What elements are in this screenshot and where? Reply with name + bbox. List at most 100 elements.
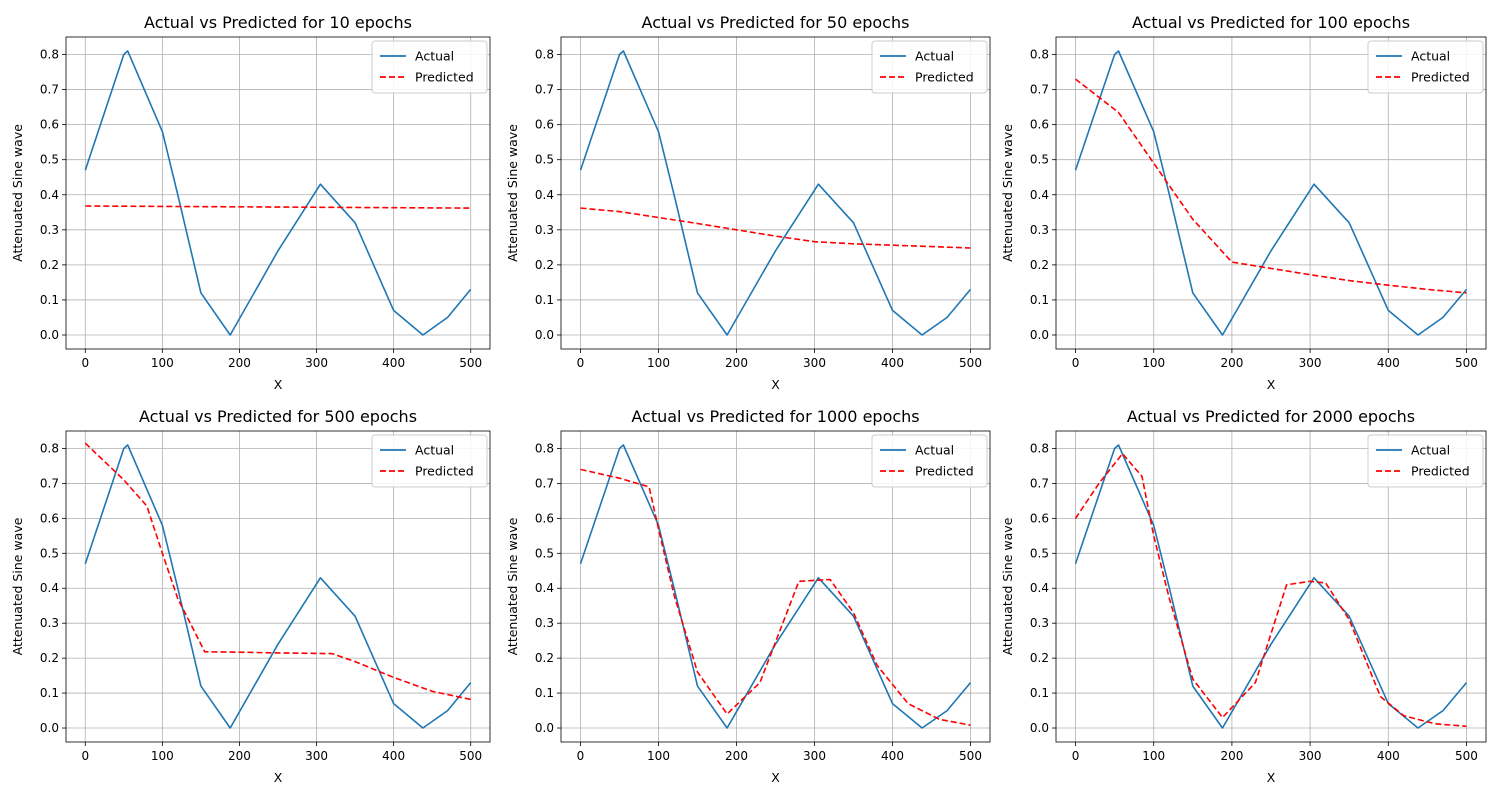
x-tick-label: 100 bbox=[1142, 749, 1165, 763]
legend-label-actual: Actual bbox=[415, 49, 454, 64]
y-tick-label: 0.3 bbox=[535, 616, 554, 630]
y-tick-label: 0.0 bbox=[1030, 328, 1049, 342]
series-line-actual bbox=[84, 444, 472, 729]
y-tick-label: 0.6 bbox=[40, 511, 59, 525]
y-tick-label: 0.8 bbox=[1030, 48, 1049, 62]
y-tick-label: 0.3 bbox=[1030, 223, 1049, 237]
x-tick-label: 400 bbox=[1377, 356, 1400, 370]
y-tick-label: 0.7 bbox=[1030, 476, 1049, 490]
x-tick-label: 0 bbox=[1072, 749, 1080, 763]
y-axis-label: Attenuated Sine wave bbox=[10, 517, 25, 655]
y-axis-label: Attenuated Sine wave bbox=[505, 124, 520, 262]
y-tick-label: 0.3 bbox=[535, 223, 554, 237]
subplot-title: Actual vs Predicted for 1000 epochs bbox=[631, 407, 919, 426]
axes-frame bbox=[65, 430, 491, 743]
x-tick-label: 300 bbox=[1299, 749, 1322, 763]
legend: Actual Predicted bbox=[871, 40, 988, 94]
x-tick-label: 200 bbox=[1220, 749, 1243, 763]
x-tick-label: 300 bbox=[305, 356, 328, 370]
y-tick-label: 0.7 bbox=[535, 476, 554, 490]
subplot-6: 0 100 200 300 400 500 0.0 0.1 0.2 0.3 0.4 0.5 0.6 0.7… bbox=[1000, 407, 1487, 785]
legend-label-predicted: Predicted bbox=[415, 464, 474, 479]
y-tick-label: 0.6 bbox=[535, 511, 554, 525]
y-tick-label: 0.7 bbox=[535, 83, 554, 97]
legend-label-actual: Actual bbox=[1411, 49, 1450, 64]
y-tick-label: 0.1 bbox=[535, 293, 554, 307]
legend-label-predicted: Predicted bbox=[1411, 464, 1470, 479]
subplot-4: 0 100 200 300 400 500 0.0 0.1 0.2 0.3 0.4 0.5 0.6 0.7… bbox=[10, 407, 491, 785]
y-tick-label: 0.6 bbox=[1030, 511, 1049, 525]
y-tick-label: 0.1 bbox=[1030, 686, 1049, 700]
x-axis-label: X bbox=[1267, 377, 1276, 392]
legend-box bbox=[371, 40, 488, 94]
series-line-predicted bbox=[84, 442, 471, 701]
y-tick-label: 0.8 bbox=[40, 441, 59, 455]
x-tick-label: 400 bbox=[881, 749, 904, 763]
subplot-title: Actual vs Predicted for 50 epochs bbox=[642, 13, 910, 32]
x-tick-label: 0 bbox=[81, 356, 89, 370]
axes-frame bbox=[560, 430, 991, 743]
legend-box bbox=[871, 40, 988, 94]
y-tick-label: 0.8 bbox=[535, 441, 554, 455]
legend: Actual Predicted bbox=[871, 434, 988, 488]
series-line-actual bbox=[1074, 444, 1468, 729]
legend-box bbox=[371, 434, 488, 488]
x-tick-label: 0 bbox=[577, 749, 585, 763]
x-tick-label: 200 bbox=[228, 749, 251, 763]
y-tick-label: 0.4 bbox=[1030, 188, 1049, 202]
y-tick-label: 0.7 bbox=[1030, 83, 1049, 97]
legend-label-predicted: Predicted bbox=[415, 70, 474, 85]
y-tick-label: 0.3 bbox=[40, 616, 59, 630]
y-tick-label: 0.4 bbox=[40, 581, 59, 595]
legend: Actual Predicted bbox=[371, 434, 488, 488]
x-axis-label: X bbox=[771, 377, 780, 392]
subplot-5: 0 100 200 300 400 500 0.0 0.1 0.2 0.3 0.4 0.5 0.6 0.7… bbox=[505, 407, 991, 785]
y-axis-label: Attenuated Sine wave bbox=[505, 517, 520, 655]
x-tick-label: 400 bbox=[1377, 749, 1400, 763]
y-tick-label: 0.2 bbox=[40, 651, 59, 665]
series-line-predicted bbox=[580, 468, 971, 726]
y-tick-label: 0.0 bbox=[535, 328, 554, 342]
legend-label-predicted: Predicted bbox=[915, 70, 974, 85]
y-tick-label: 0.1 bbox=[40, 686, 59, 700]
legend: Actual Predicted bbox=[1367, 40, 1484, 94]
axes-frame bbox=[1055, 36, 1487, 350]
x-tick-label: 100 bbox=[151, 356, 174, 370]
subplot-title: Actual vs Predicted for 10 epochs bbox=[144, 13, 412, 32]
series-line-actual bbox=[84, 50, 472, 336]
y-tick-label: 0.2 bbox=[535, 651, 554, 665]
x-tick-label: 200 bbox=[725, 356, 748, 370]
y-tick-label: 0.6 bbox=[1030, 118, 1049, 132]
axes-frame bbox=[1055, 430, 1487, 743]
x-axis-label: X bbox=[1267, 770, 1276, 785]
x-tick-label: 200 bbox=[725, 749, 748, 763]
y-tick-label: 0.2 bbox=[535, 258, 554, 272]
x-tick-label: 100 bbox=[647, 749, 670, 763]
x-tick-label: 500 bbox=[1455, 749, 1478, 763]
legend-label-actual: Actual bbox=[1411, 443, 1450, 458]
y-tick-label: 0.6 bbox=[40, 118, 59, 132]
subplot-3: 0 100 200 300 400 500 0.0 0.1 0.2 0.3 0.4 0.5 0.6 0.7… bbox=[1000, 13, 1487, 392]
x-tick-label: 200 bbox=[228, 356, 251, 370]
series-line-predicted bbox=[1074, 452, 1467, 728]
legend: Actual Predicted bbox=[371, 40, 488, 94]
series-line-predicted bbox=[1075, 78, 1467, 294]
series-line-actual bbox=[579, 444, 972, 729]
y-tick-label: 0.5 bbox=[535, 546, 554, 560]
y-tick-label: 0.3 bbox=[1030, 616, 1049, 630]
x-tick-label: 100 bbox=[1142, 356, 1165, 370]
y-axis-label: Attenuated Sine wave bbox=[1000, 124, 1015, 262]
y-tick-label: 0.6 bbox=[535, 118, 554, 132]
y-tick-label: 0.3 bbox=[40, 223, 59, 237]
x-axis-label: X bbox=[274, 377, 283, 392]
x-tick-label: 100 bbox=[151, 749, 174, 763]
y-tick-label: 0.5 bbox=[1030, 153, 1049, 167]
y-tick-label: 0.5 bbox=[40, 153, 59, 167]
y-tick-label: 0.0 bbox=[40, 328, 59, 342]
series-line-actual bbox=[579, 50, 972, 336]
subplot-2: 0 100 200 300 400 500 0.0 0.1 0.2 0.3 0.4 0.5 0.6 0.7… bbox=[505, 13, 991, 392]
legend-label-actual: Actual bbox=[915, 443, 954, 458]
legend-box bbox=[871, 434, 988, 488]
x-tick-label: 300 bbox=[1299, 356, 1322, 370]
